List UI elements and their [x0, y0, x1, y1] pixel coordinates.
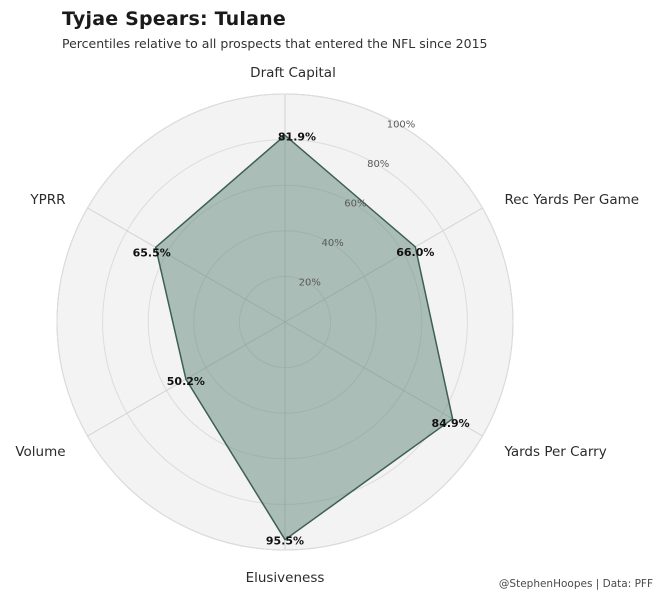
ring-label: 80%: [367, 159, 389, 170]
value-label: 65.5%: [133, 246, 171, 259]
page-title: Tyjae Spears: Tulane: [62, 8, 286, 30]
ring-label: 60%: [344, 199, 366, 210]
axis-label: Elusiveness: [246, 570, 325, 586]
value-label: 50.2%: [167, 375, 205, 388]
credit-text: @StephenHoopes | Data: PFF: [498, 578, 653, 590]
value-label: 95.5%: [266, 535, 304, 548]
axis-label: Rec Yards Per Game: [504, 192, 639, 208]
axis-label: YPRR: [29, 192, 65, 208]
value-label: 66.0%: [396, 246, 434, 259]
radar-polygon: [154, 134, 454, 541]
ring-label: 20%: [299, 278, 321, 289]
value-label: 81.9%: [278, 130, 316, 143]
ring-label: 40%: [321, 238, 343, 249]
axis-label: Yards Per Carry: [503, 444, 606, 460]
axis-label: Draft Capital: [250, 65, 336, 81]
page-subtitle: Percentiles relative to all prospects th…: [62, 36, 488, 51]
ring-label: 100%: [387, 120, 416, 131]
value-label: 84.9%: [432, 417, 470, 430]
axis-label: Volume: [15, 444, 65, 460]
